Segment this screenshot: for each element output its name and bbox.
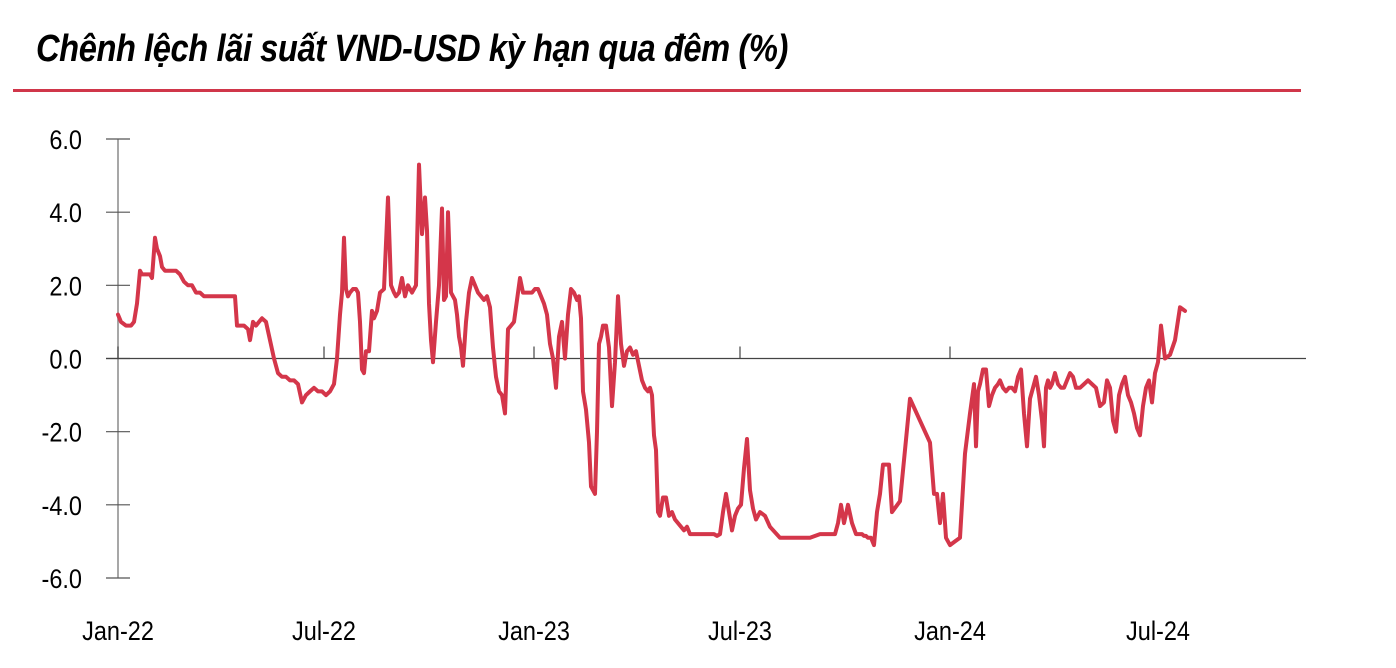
y-tick-label: 0.0 bbox=[49, 345, 82, 375]
y-tick-label: 6.0 bbox=[49, 126, 82, 156]
y-axis-labels: 6.0 4.0 2.0 0.0 -2.0 -4.0 -6.0 bbox=[42, 126, 82, 595]
spread-series-line bbox=[116, 162, 1187, 548]
x-tick-label: Jul-24 bbox=[1126, 617, 1190, 647]
x-axis-labels: Jan-22 Jul-22 Jan-23 Jul-23 Jan-24 Jul-24 bbox=[82, 617, 1190, 647]
x-tick-label: Jan-23 bbox=[498, 617, 570, 647]
x-tick-label: Jul-23 bbox=[708, 617, 772, 647]
axes bbox=[106, 138, 1306, 579]
y-tick-label: -6.0 bbox=[42, 565, 82, 595]
x-tick-label: Jan-24 bbox=[914, 617, 986, 647]
title-divider bbox=[13, 89, 1301, 92]
y-tick-label: 2.0 bbox=[49, 272, 82, 302]
x-tick-label: Jan-22 bbox=[82, 617, 154, 647]
x-tick-label: Jul-22 bbox=[292, 617, 356, 647]
y-tick-label: 4.0 bbox=[49, 199, 82, 229]
y-tick-label: -4.0 bbox=[42, 491, 82, 521]
chart-title: Chênh lệch lãi suất VND-USD kỳ hạn qua đ… bbox=[36, 28, 788, 70]
y-tick-label: -2.0 bbox=[42, 418, 82, 448]
